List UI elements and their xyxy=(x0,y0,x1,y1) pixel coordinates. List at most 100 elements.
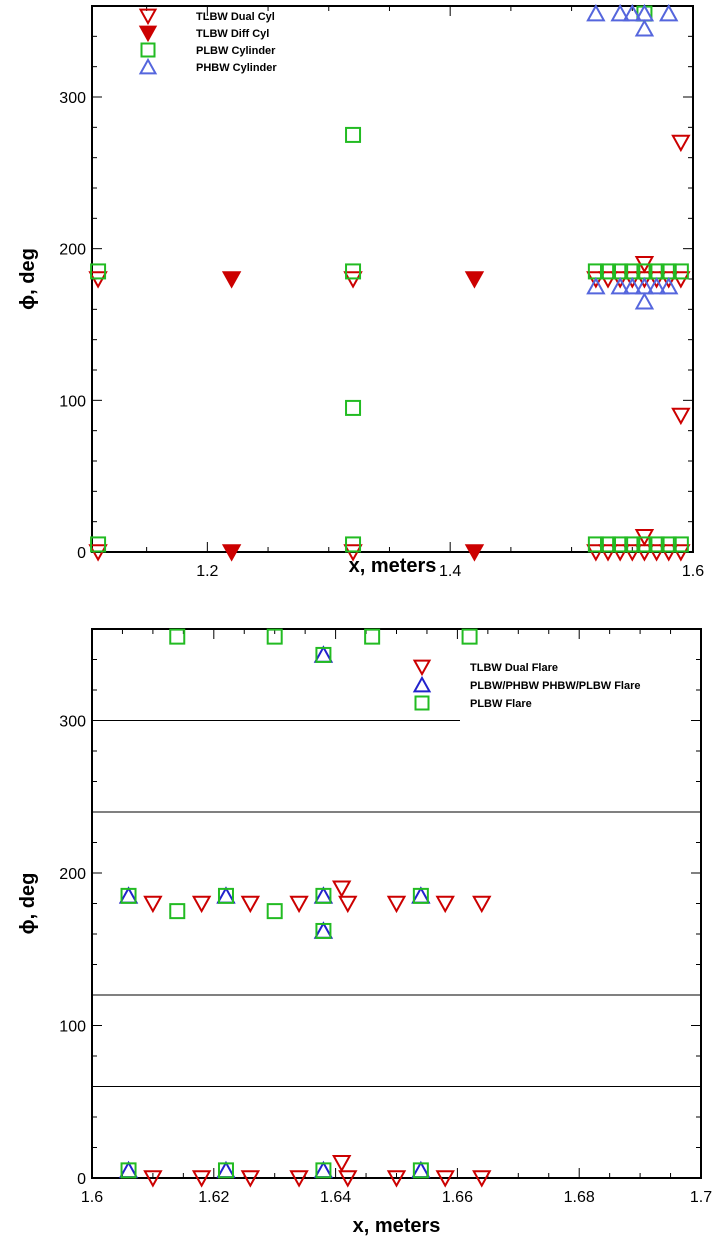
data-point xyxy=(364,628,381,645)
x-tick-label: 1.66 xyxy=(442,1189,473,1206)
chart-cylinder: 0 100 200 300 1.2 1.4 1.6 x, meters ϕ, deg TLBW D… xyxy=(17,3,704,580)
x-tick-label: 1.2 xyxy=(196,563,218,580)
data-point xyxy=(610,276,630,295)
data-point xyxy=(610,3,630,22)
data-point xyxy=(671,407,691,426)
data-point xyxy=(622,3,642,22)
data-point xyxy=(90,536,107,553)
data-point xyxy=(671,134,691,153)
data-point xyxy=(169,628,186,645)
data-point xyxy=(461,628,478,645)
data-point xyxy=(331,880,352,898)
x-tick-label: 1.6 xyxy=(682,563,704,580)
y-tick-label: 0 xyxy=(77,545,86,562)
y-tick-label: 100 xyxy=(59,393,86,410)
y-tick-label: 0 xyxy=(77,1171,86,1188)
data-point xyxy=(120,887,137,904)
data-point xyxy=(345,536,362,553)
data-point xyxy=(345,263,362,280)
x-tick-label: 1.62 xyxy=(198,1189,229,1206)
data-point xyxy=(191,895,212,914)
data-point xyxy=(612,536,629,553)
data-point xyxy=(464,544,485,562)
y-tick-label: 300 xyxy=(59,714,86,731)
x-tick-label: 1.7 xyxy=(690,1189,712,1206)
data-point xyxy=(217,887,234,904)
data-point xyxy=(266,903,283,920)
legend-marker xyxy=(414,695,430,711)
x-tick-label: 1.4 xyxy=(439,563,461,580)
data-point xyxy=(659,3,679,22)
legend-label: PLBW Cylinder xyxy=(196,45,276,57)
data-point xyxy=(289,895,309,914)
legend-label: TLBW Diff Cyl xyxy=(196,28,269,40)
legend-marker xyxy=(138,57,158,75)
data-point xyxy=(216,886,236,904)
data-point xyxy=(90,263,107,280)
data-point xyxy=(313,645,334,663)
data-point xyxy=(435,1170,455,1188)
legend-label: PLBW Flare xyxy=(470,698,532,710)
data-point xyxy=(289,1170,309,1188)
data-point xyxy=(338,895,358,914)
data-point xyxy=(143,895,163,914)
data-point xyxy=(412,1162,429,1179)
data-point xyxy=(266,628,283,645)
data-point xyxy=(386,1170,407,1188)
chart-flare: 0 100 200 300 1.6 1.62 1.64 1.66 1.68 1.7 x, meter… xyxy=(17,628,712,1237)
data-point xyxy=(386,895,407,914)
x-axis-title: x, meters xyxy=(353,1215,441,1237)
data-point xyxy=(412,887,429,904)
legend-marker xyxy=(138,8,158,26)
data-point xyxy=(659,276,679,295)
data-point xyxy=(118,886,139,904)
data-point xyxy=(315,1162,332,1179)
data-point xyxy=(313,886,334,904)
x-tick-label: 1.64 xyxy=(320,1189,351,1206)
data-point xyxy=(345,399,362,416)
data-point xyxy=(672,536,689,553)
data-point xyxy=(315,887,332,904)
y-axis-title: ϕ, deg xyxy=(17,248,39,310)
x-axis-title: x, meters xyxy=(349,555,437,577)
data-point xyxy=(624,536,641,553)
data-point xyxy=(600,263,617,280)
data-point xyxy=(216,1160,236,1179)
data-point xyxy=(587,536,604,553)
y-tick-label: 200 xyxy=(59,866,86,883)
data-point xyxy=(586,3,606,22)
data-point xyxy=(622,276,642,295)
legend-marker xyxy=(138,25,158,43)
data-point xyxy=(345,126,362,143)
data-point xyxy=(634,19,655,37)
data-point xyxy=(435,895,455,914)
data-point xyxy=(313,1160,334,1179)
legend-marker xyxy=(140,42,156,58)
data-point xyxy=(240,895,261,914)
data-point xyxy=(646,276,667,295)
data-point xyxy=(464,271,485,289)
data-point xyxy=(221,271,242,289)
legend-marker xyxy=(412,659,432,677)
legend-label: PHBW Cylinder xyxy=(196,62,277,74)
data-point xyxy=(169,903,186,920)
data-point xyxy=(472,895,492,914)
data-point xyxy=(217,1162,234,1179)
legend-marker xyxy=(412,675,432,693)
data-point xyxy=(240,1170,261,1188)
y-axis-title: ϕ, deg xyxy=(17,873,39,935)
legend-label: PLBW/PHBW PHBW/PLBW Flare xyxy=(470,680,641,692)
data-point xyxy=(672,263,689,280)
data-point xyxy=(315,646,332,663)
data-point xyxy=(600,536,617,553)
x-tick-label: 1.68 xyxy=(564,1189,595,1206)
data-point xyxy=(648,536,665,553)
data-point xyxy=(338,1170,358,1188)
data-point xyxy=(472,1170,492,1188)
data-point xyxy=(586,276,606,295)
data-point xyxy=(331,1154,352,1173)
data-point xyxy=(120,1162,137,1179)
y-tick-label: 100 xyxy=(59,1019,86,1036)
data-point xyxy=(660,536,677,553)
